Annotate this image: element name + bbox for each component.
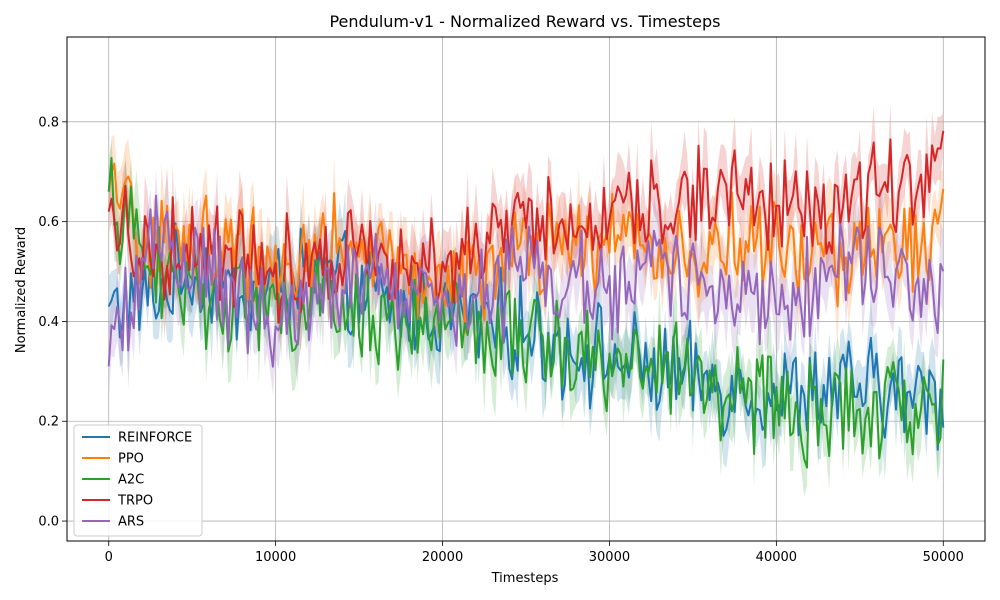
y-tick-label: 0.0 [38,515,59,530]
x-axis-label: Timesteps [491,571,559,586]
legend: REINFORCE PPO A2C TRPO ARS [73,424,203,537]
legend-label: ARS [118,515,144,530]
series-line-a2c [107,157,945,469]
x-tick-label: 10000 [255,550,296,565]
x-tick-label: 50000 [923,550,964,565]
plot-frame [66,36,986,542]
series-line-ars [107,194,945,368]
legend-box [73,424,203,537]
legend-label: REINFORCE [118,431,192,446]
y-axis-label: Normalized Reward [14,227,29,353]
y-tick-label: 0.2 [38,415,59,430]
x-tick-label: 40000 [756,550,797,565]
legend-label: A2C [118,473,144,488]
x-tick-label: 0 [105,550,113,565]
band-ppo [108,134,944,361]
legend-label: PPO [118,452,144,467]
x-tick-label: 30000 [589,550,630,565]
chart-title: Pendulum-v1 - Normalized Reward vs. Time… [329,12,720,31]
legend-label: TRPO [117,494,153,509]
y-tick-label: 0.6 [38,215,59,230]
series-lines [107,130,945,469]
y-axis-ticks: 0.0 0.2 0.4 0.6 0.8 [38,115,67,530]
series-line-trpo [107,130,945,324]
y-tick-label: 0.4 [38,315,59,330]
y-tick-label: 0.8 [38,115,59,130]
band-ars [108,168,944,401]
x-axis-ticks: 0 10000 20000 30000 40000 50000 [105,541,964,565]
x-tick-label: 20000 [422,550,463,565]
